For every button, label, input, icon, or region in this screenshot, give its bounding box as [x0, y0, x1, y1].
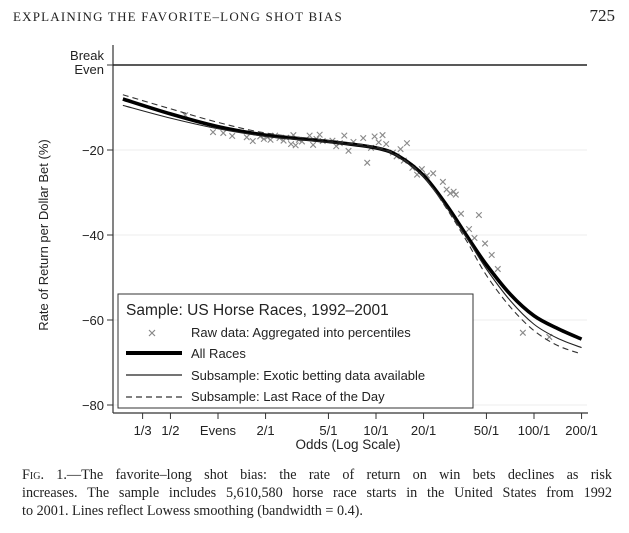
raw-data-point — [494, 265, 501, 273]
caption-line-1: —The favorite–long shot bias: the rate o… — [66, 467, 612, 483]
series-layer — [122, 94, 583, 355]
running-head: EXPLAINING THE FAVORITE–LONG SHOT BIAS — [13, 9, 343, 24]
x-tick-label: 200/1 — [565, 423, 598, 438]
raw-data-point — [465, 225, 473, 233]
raw-data-point — [447, 190, 454, 197]
raw-data-point — [306, 132, 313, 139]
x-ticks: 1/3 1/2 Evens 2/1 5/1 10/1 20/1 50/1 100/1 200/1 — [134, 413, 598, 438]
raw-data-point — [209, 128, 217, 136]
raw-data-point — [519, 329, 527, 336]
page-number: 725 — [589, 6, 616, 25]
raw-data-point — [292, 142, 299, 149]
raw-data-point — [457, 210, 465, 217]
x-tick-label: 50/1 — [474, 423, 499, 438]
y-tick-label: Even — [74, 62, 104, 77]
raw-data-point — [316, 131, 323, 138]
raw-data-point — [249, 137, 256, 145]
raw-data-point — [481, 240, 489, 247]
caption-line-3: to 2001. Lines reflect Lowess smoothing … — [22, 503, 363, 519]
legend-entry-raw: Raw data: Aggregated into percentiles — [191, 325, 411, 340]
x-tick-label: 100/1 — [518, 423, 551, 438]
raw-data-point — [309, 141, 317, 149]
x-tick-label: 10/1 — [363, 423, 388, 438]
caption-line-2: increases. The sample includes 5,610,580… — [22, 485, 612, 501]
x-tick-label: Evens — [200, 423, 237, 438]
legend-title: Sample: US Horse Races, 1992–2001 — [126, 302, 389, 319]
raw-data-point — [379, 131, 386, 139]
x-tick-label: 1/2 — [161, 423, 179, 438]
raw-data-point — [345, 147, 352, 155]
raw-data-point — [452, 191, 460, 198]
raw-data-point — [229, 132, 236, 140]
raw-data-point — [429, 170, 437, 177]
raw-data-point — [488, 251, 495, 259]
series-last-race-subsample — [122, 94, 582, 355]
raw-data-point — [364, 159, 371, 166]
raw-data-point — [375, 139, 382, 146]
figure-caption: Fig. 1.—The favorite–long shot bias: the… — [22, 466, 612, 520]
raw-data-point — [341, 132, 348, 139]
raw-data-point — [397, 145, 404, 153]
raw-data-point — [403, 140, 411, 147]
raw-data-point — [360, 134, 367, 142]
y-tick-label: −20 — [82, 143, 104, 158]
raw-data-point — [243, 134, 250, 141]
legend-entry-exotic: Subsample: Exotic betting data available — [191, 368, 425, 383]
x-tick-label: 20/1 — [411, 423, 436, 438]
raw-data-point — [382, 140, 390, 148]
y-axis-label: Rate of Return per Dollar Bet (%) — [36, 139, 51, 330]
x-tick-label: 2/1 — [257, 423, 275, 438]
raw-data-point — [220, 129, 227, 137]
y-tick-label: −60 — [82, 313, 104, 328]
raw-data-point — [471, 234, 478, 242]
legend-cross-icon — [148, 329, 156, 337]
raw-data-point — [450, 188, 457, 195]
y-tick-label: Break — [70, 48, 104, 63]
legend-entry-last-race: Subsample: Last Race of the Day — [191, 389, 385, 404]
legend-entry-all-races: All Races — [191, 346, 246, 361]
raw-data-point — [439, 178, 447, 186]
series-all-races — [122, 97, 583, 341]
raw-data-point — [475, 211, 483, 219]
legend: Sample: US Horse Races, 1992–2001 Raw da… — [117, 293, 474, 409]
caption-label: Fig. 1. — [22, 467, 67, 483]
y-tick-label: −80 — [82, 398, 104, 413]
x-tick-label: 1/3 — [134, 423, 152, 438]
series-exotic-subsample — [122, 104, 582, 349]
x-axis-label: Odds (Log Scale) — [295, 437, 400, 452]
raw-data-point — [287, 140, 295, 148]
raw-data-point — [371, 133, 378, 140]
y-tick-label: −40 — [82, 228, 104, 243]
raw-data-point — [260, 135, 268, 143]
x-tick-label: 5/1 — [319, 423, 337, 438]
